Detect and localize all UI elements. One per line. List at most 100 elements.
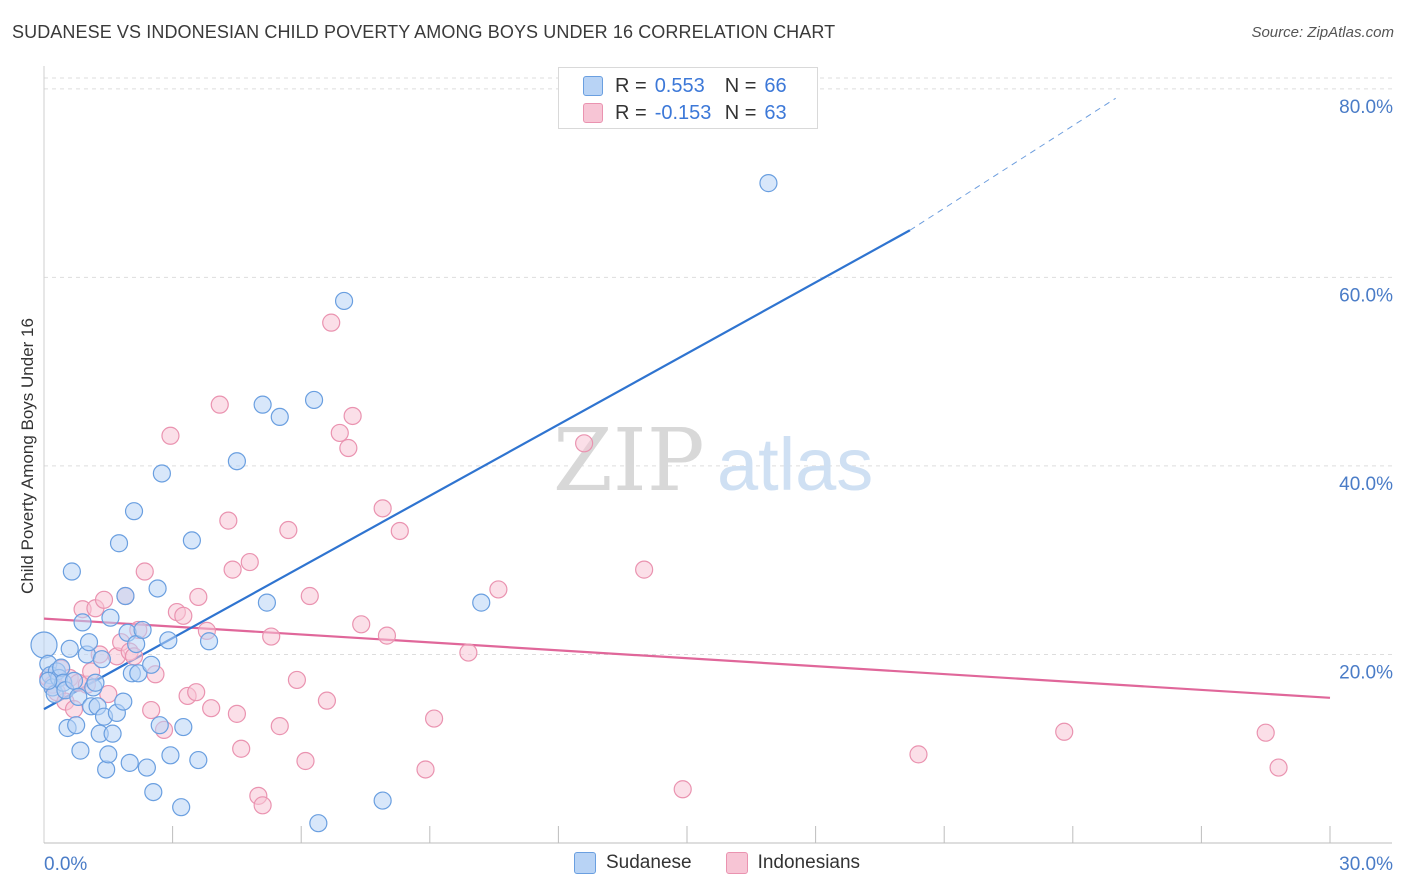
trend-line-sudanese [43, 229, 911, 711]
sudanese-point [150, 716, 169, 735]
indonesians-point [210, 395, 229, 414]
indonesians-swatch [725, 852, 748, 874]
indonesians-point [174, 606, 193, 625]
r-value: 0.553 [654, 74, 705, 97]
sudanese-point [67, 716, 86, 735]
n-value: 63 [764, 101, 787, 124]
sudanese-point [129, 664, 148, 683]
sudanese-point [124, 502, 144, 521]
stats-legend: R = 0.553 N = 66 R = -0.153 N = 63 [558, 67, 818, 129]
sudanese-point [60, 639, 79, 658]
sudanese-point [152, 464, 171, 483]
indonesians-point [287, 670, 307, 690]
indonesians-point [377, 626, 397, 645]
indonesians-point [1269, 758, 1288, 777]
r-value: -0.153 [654, 101, 712, 124]
sudanese-point [309, 814, 328, 833]
indonesians-point [1256, 723, 1275, 742]
sudanese-point [472, 593, 491, 612]
sudanese-point [64, 671, 84, 690]
legend-item-sudanese[interactable]: Sudanese [574, 852, 692, 874]
indonesians-point [317, 691, 337, 710]
indonesians-point [142, 700, 161, 720]
indonesians-point [300, 586, 319, 606]
chart-title: SUDANESE VS INDONESIAN CHILD POVERTY AMO… [12, 22, 836, 42]
stats-row-indonesians: R = -0.153 N = 63 [583, 100, 787, 126]
indonesians-point [270, 717, 289, 736]
indonesians-point [94, 590, 114, 609]
sudanese-point [30, 631, 58, 659]
indonesians-point [296, 751, 315, 771]
indonesians-point [424, 709, 444, 728]
series-legend: Sudanese Indonesians [574, 852, 894, 874]
sudanese-point [116, 586, 135, 606]
y-tick-label: 60.0% [1339, 285, 1393, 306]
indonesians-point [489, 580, 508, 599]
sudanese-point [133, 620, 152, 640]
sudanese-point [92, 650, 111, 669]
indonesians-point [343, 406, 362, 426]
sudanese-point [101, 608, 120, 627]
indonesians-point [322, 313, 341, 332]
legend-item-indonesians[interactable]: Indonesians [725, 852, 860, 874]
y-tick-label: 80.0% [1339, 97, 1393, 118]
sudanese-point [86, 673, 105, 692]
sudanese-point [172, 798, 191, 817]
sudanese-point [148, 579, 167, 598]
sudanese-point [69, 687, 88, 706]
source-credit: Source: ZipAtlas.com [1251, 24, 1394, 41]
sudanese-point [189, 750, 208, 770]
sudanese-point [182, 531, 201, 550]
indonesians-swatch [583, 103, 603, 123]
axes [43, 66, 1392, 844]
sudanese-point [71, 741, 90, 760]
indonesians-point [253, 796, 272, 815]
sudanese-point [144, 782, 163, 802]
indonesians-point [352, 615, 371, 634]
sudanese-point [159, 631, 178, 650]
sudanese-point [103, 724, 122, 743]
watermark-zip: ZIP [553, 411, 705, 511]
indonesians-point [135, 562, 154, 581]
sudanese-point [373, 791, 392, 810]
indonesians-point [99, 684, 118, 704]
watermark: ZIP atlas [553, 411, 873, 511]
sudanese-point [161, 746, 180, 765]
sudanese-point [257, 593, 277, 612]
indonesians-point [390, 521, 409, 541]
trend-lines [43, 97, 1331, 711]
sudanese-point [199, 632, 219, 651]
indonesians-point [202, 699, 221, 718]
sudanese-point [52, 658, 71, 677]
indonesians-point [227, 704, 246, 723]
x-tick-label: 0.0% [44, 854, 87, 875]
y-tick-label: 40.0% [1339, 474, 1393, 495]
points-layer [30, 174, 1288, 833]
sudanese-point [99, 745, 118, 764]
indonesians-point [416, 760, 435, 779]
sudanese-point [270, 407, 289, 427]
trend-line-sudanese-extension [909, 97, 1116, 231]
indonesians-point [223, 560, 242, 579]
y-axis-label: Child Poverty Among Boys Under 16 [18, 318, 37, 594]
sudanese-point [39, 671, 58, 690]
sudanese-point [120, 753, 139, 772]
sudanese-point [114, 692, 133, 711]
indonesians-point [1055, 722, 1074, 741]
sudanese-point [759, 174, 778, 193]
sudanese-point [304, 390, 324, 410]
sudanese-point [253, 395, 272, 414]
stats-row-sudanese: R = 0.553 N = 66 [583, 73, 787, 99]
n-label: N = [724, 74, 757, 97]
sudanese-point [142, 655, 161, 674]
sudanese-point [334, 291, 354, 311]
indonesians-point [909, 745, 928, 764]
indonesians-point [330, 423, 349, 443]
sudanese-point [73, 613, 92, 632]
sudanese-point [174, 717, 193, 737]
indonesians-point [673, 780, 692, 799]
indonesians-point [187, 683, 206, 702]
indonesians-point [459, 643, 478, 662]
sudanese-point [109, 534, 129, 553]
